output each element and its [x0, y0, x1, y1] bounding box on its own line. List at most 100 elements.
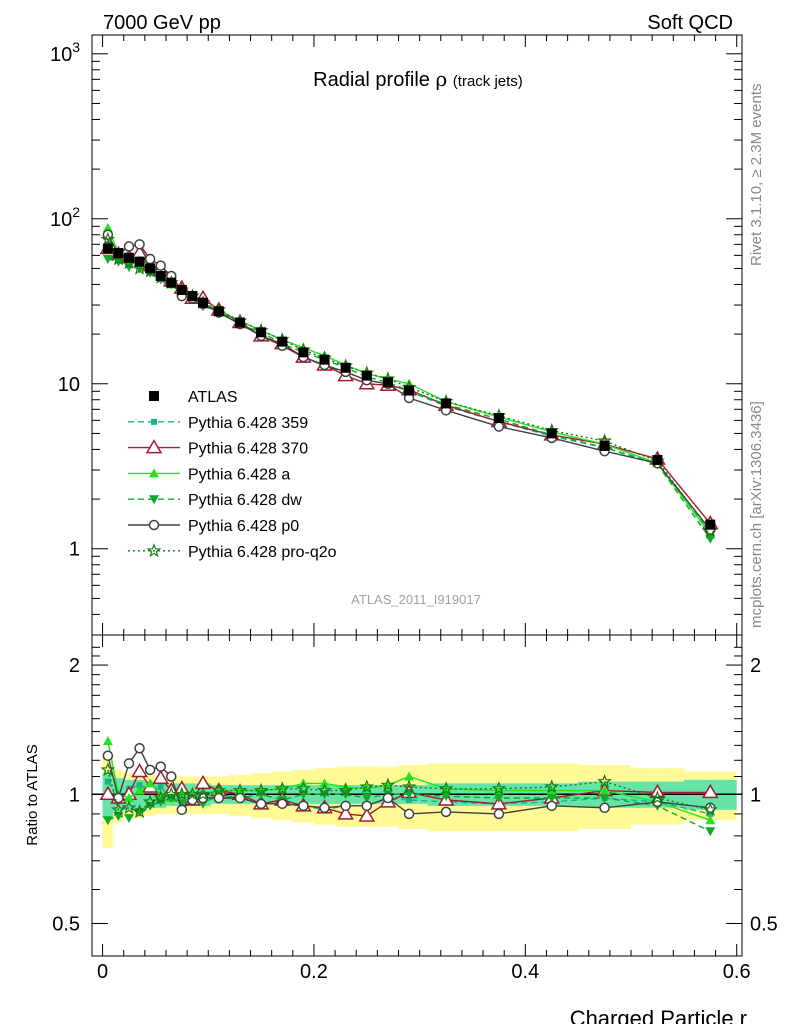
ratio-point-pythia-6-428-a — [404, 771, 415, 781]
x-axis-label: Charged Particle r — [570, 1006, 747, 1024]
legend-marker — [151, 418, 157, 425]
ratio-point-pythia-6-428-359 — [406, 796, 413, 803]
ratio-point-pythia-6-428-dw — [361, 794, 372, 804]
main-point-atlas — [298, 347, 309, 358]
y-tick-label-right: 0.5 — [750, 913, 778, 935]
y-tick-label-right: 1 — [750, 784, 761, 806]
ratio-point-pythia-6-428-p0 — [255, 798, 267, 810]
main-point-atlas — [113, 248, 124, 259]
ratio-point-pythia-6-428-370 — [337, 805, 354, 820]
ratio-point-pythia-6-428-p0 — [176, 804, 188, 816]
legend-marker — [149, 391, 159, 401]
main-point-atlas — [705, 519, 716, 530]
y-tick-label: 0.5 — [52, 913, 80, 935]
main-point-atlas — [134, 256, 145, 267]
main-line-pythia-6-428-dw — [107, 258, 711, 540]
ratio-point-pythia-6-428-pro-q2o — [211, 782, 227, 797]
mcplots-label: mcplots.cern.ch [arXiv:1306.3436] — [748, 401, 765, 628]
main-point-atlas — [234, 317, 245, 328]
main-point-atlas — [176, 285, 187, 296]
ratio-point-pythia-6-428-pro-q2o — [100, 762, 116, 777]
ratio-point-pythia-6-428-pro-q2o — [380, 777, 396, 792]
main-point-atlas — [155, 270, 166, 281]
main-point-atlas — [277, 336, 288, 347]
ratio-point-pythia-6-428-370 — [701, 783, 719, 799]
ratio-point-pythia-6-428-pro-q2o — [702, 802, 718, 817]
ratio-point-pythia-6-428-pro-q2o — [544, 779, 560, 794]
ratio-point-pythia-6-428-p0 — [382, 792, 394, 804]
ratio-point-pythia-6-428-p0 — [113, 792, 124, 804]
ratio-point-pythia-6-428-pro-q2o — [253, 782, 269, 797]
ratio-point-pythia-6-428-dw — [599, 794, 610, 804]
x-tick-label: 0.4 — [511, 961, 539, 983]
ratio-point-pythia-6-428-p0 — [319, 802, 330, 814]
main-point-pythia-6-428-p0 — [144, 253, 156, 265]
x-tick-label: 0.6 — [723, 961, 751, 983]
main-point-atlas — [145, 263, 156, 274]
legend-label: Pythia 6.428 dw — [188, 492, 302, 509]
main-point-atlas — [340, 362, 351, 373]
ratio-point-pythia-6-428-359 — [157, 783, 164, 790]
ratio-point-pythia-6-428-a — [599, 785, 610, 795]
ratio-point-pythia-6-428-pro-q2o — [121, 800, 137, 815]
ratio-point-pythia-6-428-p0 — [361, 800, 373, 812]
ratio-point-pythia-6-428-dw — [123, 814, 134, 824]
ratio-point-pythia-6-428-pro-q2o — [132, 804, 147, 819]
y-tick-label: 2 — [69, 655, 80, 677]
main-point-atlas — [652, 455, 663, 466]
y-tick-label: 10 — [58, 374, 80, 396]
ratio-point-pythia-6-428-a — [123, 793, 134, 803]
ratio-point-pythia-6-428-p0 — [546, 800, 558, 812]
ratio-point-pythia-6-428-pro-q2o — [597, 774, 612, 788]
main-point-atlas — [599, 440, 610, 451]
ratio-point-pythia-6-428-pro-q2o — [338, 782, 354, 797]
ratio-point-pythia-6-428-a — [319, 778, 330, 788]
ratio-line-pythia-6-428-pro-q2o — [107, 769, 711, 813]
ratio-point-pythia-6-428-p0 — [102, 750, 114, 761]
ratio-point-pythia-6-428-359 — [707, 810, 714, 817]
ratio-point-pythia-6-428-pro-q2o — [359, 779, 375, 794]
ratio-point-pythia-6-428-pro-q2o — [491, 781, 507, 795]
legend-marker — [145, 439, 163, 454]
main-point-atlas — [213, 306, 224, 317]
y-tick-label: 1 — [69, 539, 80, 561]
ratio-line-pythia-6-428-dw — [107, 793, 711, 832]
ratio-point-pythia-6-428-a — [134, 785, 145, 795]
y-axis-label-ratio: Ratio to ATLAS — [24, 744, 41, 845]
ratio-point-pythia-6-428-p0 — [599, 802, 610, 814]
ratio-point-pythia-6-428-dw — [404, 790, 415, 800]
legend-label: Pythia 6.428 359 — [188, 415, 308, 432]
x-tick-label: 0.2 — [300, 961, 328, 983]
legend-marker — [148, 519, 160, 531]
ratio-point-pythia-6-428-p0 — [166, 771, 177, 782]
chart-title-symbol: ρ — [435, 67, 447, 91]
ratio-point-pythia-6-428-pro-q2o — [195, 786, 211, 801]
main-point-pythia-6-428-a — [102, 222, 113, 232]
main-point-atlas — [441, 398, 452, 409]
ratio-point-pythia-6-428-dw — [546, 794, 557, 804]
main-panel: 1 10 102 103 — [50, 34, 743, 636]
main-point-atlas — [123, 252, 134, 263]
ratio-point-pythia-6-428-p0 — [144, 764, 156, 776]
main-point-atlas — [361, 370, 372, 381]
main-point-atlas — [319, 354, 330, 365]
legend-marker — [146, 543, 162, 558]
ratio-point-pythia-6-428-p0 — [493, 808, 505, 820]
ratio-frame — [91, 634, 743, 957]
main-point-pythia-6-428-dw — [705, 534, 716, 544]
ratio-point-pythia-6-428-p0 — [134, 743, 145, 754]
y-tick-label-right: 2 — [750, 655, 761, 677]
ratio-point-pythia-6-428-359 — [104, 778, 111, 785]
ratio-point-pythia-6-428-pro-q2o — [274, 781, 290, 795]
main-point-pythia-6-428-p0 — [493, 421, 505, 432]
ratio-point-pythia-6-428-370 — [358, 807, 376, 822]
legend-marker — [149, 495, 159, 505]
main-point-pythia-6-428-p0 — [134, 239, 145, 250]
ratio-point-pythia-6-428-dw — [441, 792, 452, 802]
analysis-id: ATLAS_2011_I919017 — [351, 592, 481, 607]
ratio-point-pythia-6-428-a — [102, 736, 113, 746]
ratio-point-pythia-6-428-p0 — [340, 800, 351, 812]
ratio-point-pythia-6-428-pro-q2o — [401, 779, 417, 794]
main-point-pythia-6-428-dw — [102, 255, 113, 265]
